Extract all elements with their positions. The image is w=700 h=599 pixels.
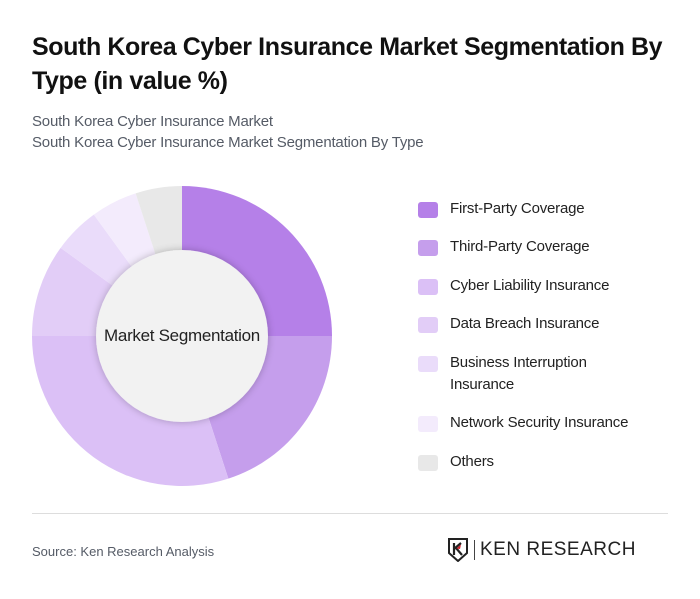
legend-item-third-party: Third-Party Coverage bbox=[418, 236, 650, 258]
legend-label: Network Security Insurance bbox=[450, 414, 629, 431]
subtitle-market: South Korea Cyber Insurance Market bbox=[32, 113, 273, 130]
legend-item-cyber-liability: Cyber Liability Insurance bbox=[418, 275, 650, 297]
legend-swatch bbox=[418, 240, 438, 256]
chart-title: South Korea Cyber Insurance Market Segme… bbox=[32, 33, 663, 95]
legend-item-data-breach: Data Breach Insurance bbox=[418, 313, 650, 335]
legend-label: Third-Party Coverage bbox=[450, 238, 590, 255]
legend-label: Data Breach Insurance bbox=[450, 315, 600, 332]
legend-swatch bbox=[418, 356, 438, 372]
logo-text: KEN RESEARCH bbox=[480, 539, 636, 560]
legend-item-network-security: Network Security Insurance bbox=[418, 412, 650, 434]
logo-separator bbox=[474, 540, 475, 560]
legend-label: Cyber Liability Insurance bbox=[450, 277, 610, 294]
legend-item-others: Others bbox=[418, 451, 650, 473]
legend-item-business-interruption: Business Interruption Insurance bbox=[418, 352, 650, 396]
ken-research-shield-icon bbox=[448, 538, 468, 562]
subtitle-segmentation: South Korea Cyber Insurance Market Segme… bbox=[32, 134, 424, 151]
legend-item-first-party: First-Party Coverage bbox=[418, 198, 650, 220]
legend-swatch bbox=[418, 416, 438, 432]
legend-swatch bbox=[418, 317, 438, 333]
legend-label: Business Interruption Insurance bbox=[450, 354, 587, 393]
donut-chart bbox=[32, 186, 332, 487]
donut-center-label: Market Segmentation bbox=[104, 326, 260, 345]
legend-swatch bbox=[418, 202, 438, 218]
donut-hole bbox=[96, 250, 268, 422]
footer-divider bbox=[32, 513, 668, 514]
legend-label: First-Party Coverage bbox=[450, 200, 585, 217]
legend-swatch bbox=[418, 455, 438, 471]
legend-swatch bbox=[418, 279, 438, 295]
legend-label: Others bbox=[450, 453, 494, 470]
source-note: Source: Ken Research Analysis bbox=[32, 544, 215, 559]
ken-research-logo: KEN RESEARCH bbox=[447, 538, 636, 562]
